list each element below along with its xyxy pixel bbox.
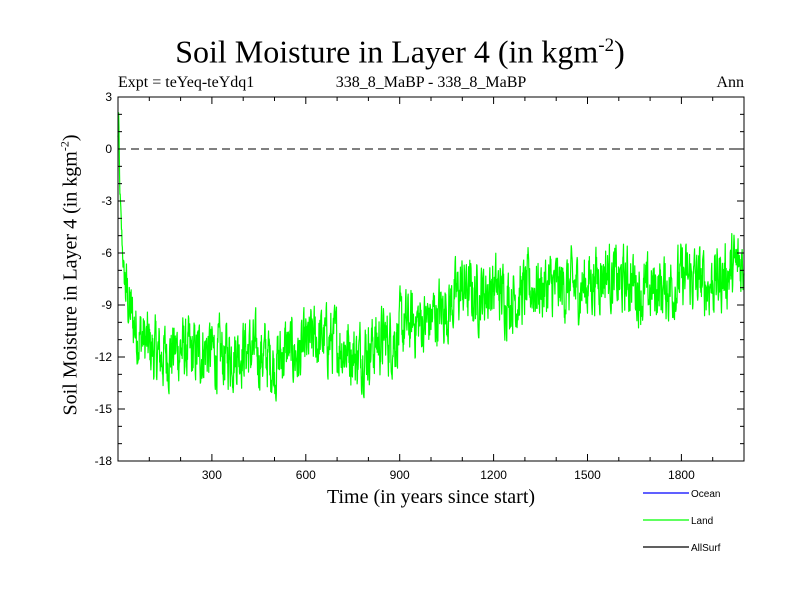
x-tick-label: 300 xyxy=(202,468,222,482)
y-tick-label: -6 xyxy=(101,246,112,260)
y-tick-label: -9 xyxy=(101,298,112,312)
experiment-label: Expt = teYeq-teYdq1 xyxy=(118,74,255,91)
legend-label-allsurf: AllSurf xyxy=(691,543,721,554)
y-tick-label: -18 xyxy=(95,454,113,468)
legend-label-land: Land xyxy=(691,516,713,527)
y-tick-label: -12 xyxy=(95,350,113,364)
x-axis-label: Time (in years since start) xyxy=(326,486,536,508)
legend-label-ocean: Ocean xyxy=(691,489,720,500)
x-tick-label: 1200 xyxy=(480,468,507,482)
chart-title: Soil Moisture in Layer 4 (in kgm-2) xyxy=(175,33,625,70)
plot-frame xyxy=(117,96,745,462)
x-tick-label: 900 xyxy=(390,468,410,482)
season-label: Ann xyxy=(716,74,744,91)
y-tick-label: -3 xyxy=(101,194,112,208)
period-label: 338_8_MaBP - 338_8_MaBP xyxy=(335,74,527,91)
series-line-land xyxy=(117,112,745,402)
x-tick-label: 600 xyxy=(296,468,316,482)
y-tick-label: 0 xyxy=(105,142,112,156)
y-tick-label: -15 xyxy=(95,402,113,416)
x-tick-label: 1500 xyxy=(574,468,601,482)
y-tick-label: 3 xyxy=(105,90,112,104)
x-tick-label: 1800 xyxy=(668,468,695,482)
